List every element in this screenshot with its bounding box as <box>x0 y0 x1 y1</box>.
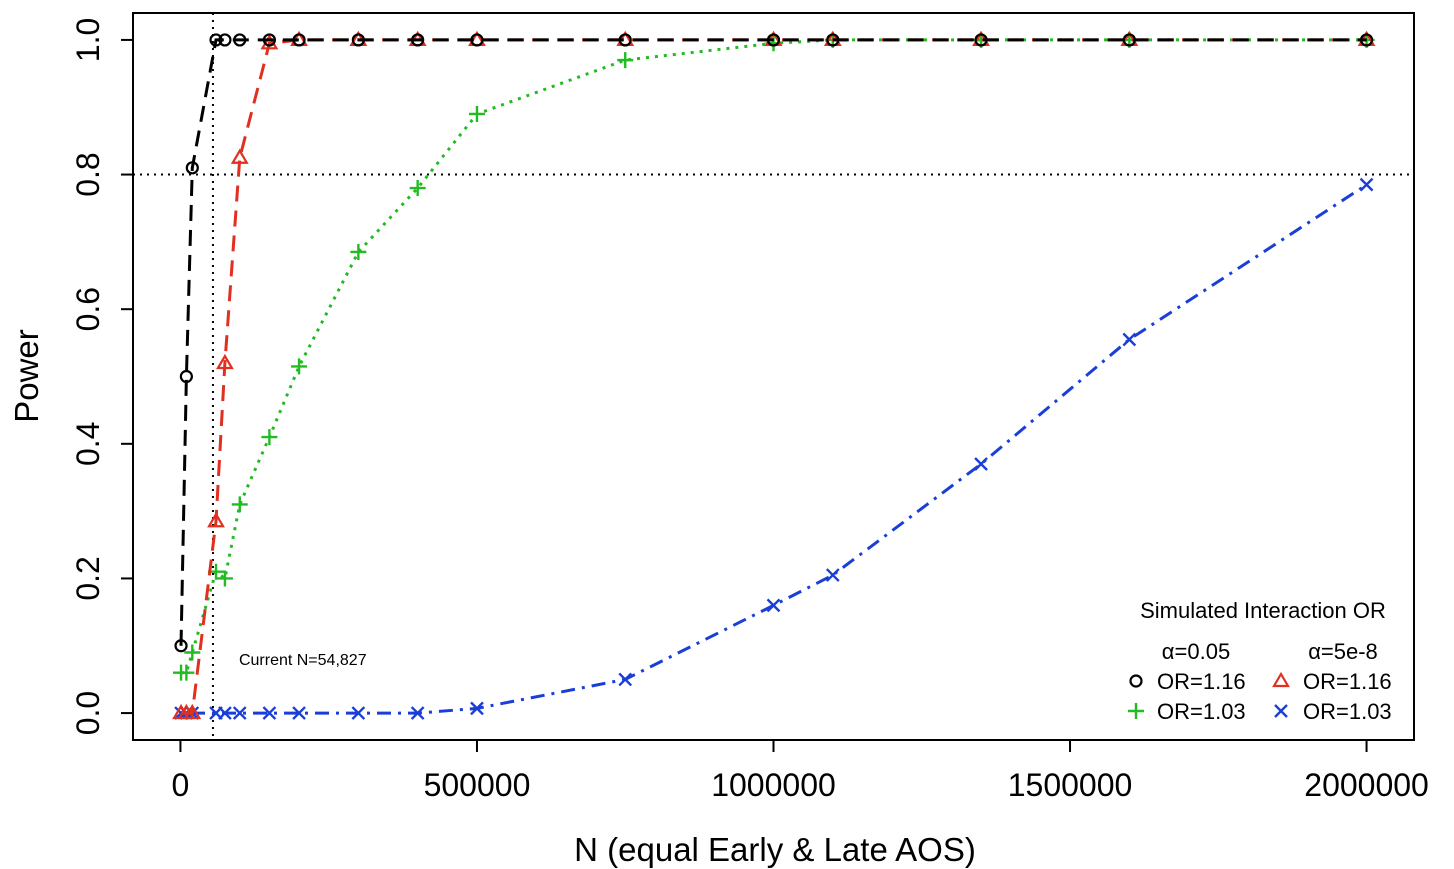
data-point <box>974 33 988 47</box>
data-point <box>231 496 248 513</box>
legend: Simulated Interaction OR α=0.05 α=5e-8 O… <box>1128 598 1392 724</box>
data-point <box>261 429 278 446</box>
x-tick-label: 1000000 <box>711 767 836 803</box>
data-point <box>470 701 484 716</box>
legend-entry-green-or103: OR=1.03 <box>1157 699 1246 724</box>
data-point <box>218 33 232 47</box>
data-point <box>974 457 988 471</box>
data-point <box>179 369 193 384</box>
data-point <box>1359 177 1374 192</box>
data-point <box>826 33 840 47</box>
series-circle-000000 <box>174 33 1374 653</box>
data-point <box>185 161 199 175</box>
series-line <box>179 38 1367 646</box>
y-axis-label: Power <box>8 329 45 423</box>
data-point <box>825 568 840 582</box>
data-point <box>766 33 781 47</box>
data-point <box>410 706 425 720</box>
data-point <box>233 33 247 47</box>
reference-lines <box>133 13 1414 740</box>
data-point <box>184 644 201 661</box>
data-point <box>292 33 306 47</box>
data-point <box>1359 33 1374 47</box>
legend-entry-red-or116: OR=1.16 <box>1303 669 1392 694</box>
data-point <box>260 34 279 50</box>
current-n-annotation: Current N=54,827 <box>239 652 367 669</box>
data-point <box>618 672 633 687</box>
data-point <box>174 639 188 653</box>
x-tick-label: 1500000 <box>1008 767 1133 803</box>
y-tick-label: 0.2 <box>70 556 106 600</box>
y-tick-label: 1.0 <box>70 18 106 62</box>
legend-column-header-alpha-5e-8: α=5e-8 <box>1308 639 1378 664</box>
y-tick-label: 0.6 <box>70 287 106 331</box>
x-axis-label: N (equal Early & Late AOS) <box>574 831 976 868</box>
data-point <box>216 570 233 587</box>
data-point <box>617 52 634 69</box>
legend-marker <box>1272 671 1290 688</box>
data-point <box>411 33 425 47</box>
series-plus-22bb22 <box>173 31 1375 681</box>
data-point <box>766 598 781 613</box>
data-point <box>207 512 225 528</box>
data-point <box>1122 332 1137 347</box>
x-tick-label: 500000 <box>424 767 531 803</box>
y-tick-label: 0.4 <box>70 422 106 466</box>
data-point <box>216 353 234 370</box>
legend-entry-black-or116: OR=1.16 <box>1157 669 1246 694</box>
data-point <box>618 33 632 47</box>
axes-layer: 0 500000 1000000 1500000 2000000 0.0 0.2 0.4 0.6… <box>70 18 1429 803</box>
y-tick-label: 0.0 <box>70 691 106 735</box>
series-x-1a3fd8 <box>174 177 1374 720</box>
legend-marker <box>1129 674 1143 688</box>
x-tick-label: 2000000 <box>1304 767 1429 803</box>
legend-marker <box>1274 704 1288 718</box>
data-point <box>183 703 202 720</box>
legend-markers <box>1128 671 1290 719</box>
legend-column-header-alpha-005: α=0.05 <box>1162 639 1230 664</box>
data-point <box>262 706 277 720</box>
data-point <box>262 33 277 47</box>
series-layer <box>172 30 1376 720</box>
data-point <box>230 148 249 164</box>
legend-title: Simulated Interaction OR <box>1140 598 1386 623</box>
data-point <box>468 105 485 122</box>
data-point <box>409 180 426 197</box>
data-point <box>232 706 247 720</box>
data-point <box>351 706 366 720</box>
data-point <box>470 33 484 47</box>
legend-marker <box>1128 703 1144 719</box>
data-point <box>178 664 195 681</box>
series-line <box>181 183 1368 715</box>
data-point <box>209 33 223 47</box>
y-tick-label: 0.8 <box>70 152 106 196</box>
series-line <box>181 38 1367 675</box>
data-point <box>351 33 365 47</box>
x-tick-label: 0 <box>172 767 190 803</box>
plot-frame <box>132 12 1415 741</box>
data-point <box>218 706 232 720</box>
data-point <box>1122 33 1136 47</box>
data-point <box>292 706 306 720</box>
legend-entry-blue-or103: OR=1.03 <box>1303 699 1392 724</box>
data-point <box>350 243 367 260</box>
data-point <box>291 358 308 375</box>
